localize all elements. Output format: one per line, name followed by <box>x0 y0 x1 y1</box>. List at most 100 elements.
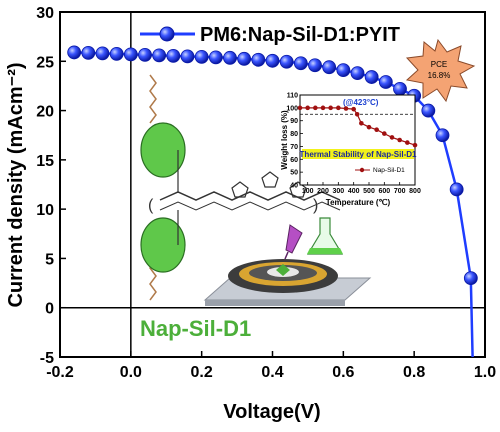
legend: PM6:Nap-Sil-D1:PYIT <box>140 24 400 46</box>
y-tick-label: 10 <box>36 202 54 219</box>
inset-banner: Thermal Stability of Nap-Sil-D1 <box>300 150 417 159</box>
data-point <box>251 52 266 67</box>
data-point <box>109 46 124 61</box>
inset-y-tick-label: 70 <box>290 144 298 151</box>
inset-y-tick-label: 90 <box>290 118 298 125</box>
data-point <box>393 81 407 96</box>
inset-data-point <box>397 137 402 143</box>
inset-legend-label: Nap-Sil-D1 <box>373 167 405 174</box>
inset-data-point <box>359 120 364 126</box>
inset-y-tick-label: 40 <box>290 183 298 190</box>
data-point <box>138 47 152 62</box>
data-point <box>378 75 393 89</box>
inset-data-point <box>351 106 356 112</box>
inset-y-tick-label: 80 <box>290 131 298 138</box>
inset-data-point <box>336 105 341 111</box>
data-point <box>223 50 237 65</box>
y-tick-label: -5 <box>40 350 54 367</box>
device-coating-illustration <box>203 217 372 306</box>
data-point <box>237 51 252 66</box>
molecule-structure-illustration: ) ( <box>140 74 341 301</box>
y-tick-label: 5 <box>45 251 54 268</box>
inset-banner-background <box>302 149 414 159</box>
jv-series <box>67 45 478 358</box>
inset-x-tick-label: 800 <box>409 188 421 195</box>
inset-y-tick-label: 100 <box>286 105 298 112</box>
y-tick-label: 25 <box>36 54 54 71</box>
inset-series <box>297 105 418 148</box>
inset-y-tick-label: 60 <box>290 157 298 164</box>
tga-inset-chart: 100 200 300 400 500 600 700 800 405060708090100… <box>280 93 421 208</box>
data-point <box>81 46 96 60</box>
green-side-unit-lower <box>140 217 186 273</box>
x-tick-label: 0.0 <box>120 364 142 381</box>
inset-data-point <box>297 105 303 111</box>
data-point <box>95 46 110 61</box>
inset-x-tick-label: 200 <box>317 188 329 195</box>
green-side-unit-upper <box>140 122 186 178</box>
data-point <box>350 66 365 81</box>
inset-data-point <box>343 106 349 111</box>
inset-data-point <box>313 105 318 111</box>
svg-text:): ) <box>313 197 318 214</box>
y-tick-label: 15 <box>36 153 54 170</box>
y-tick-label: 0 <box>45 301 54 318</box>
legend-label: PM6:Nap-Sil-D1:PYIT <box>200 24 400 46</box>
inset-data-point <box>374 127 379 133</box>
inset-data-point <box>412 142 418 148</box>
inset-x-tick-label: 700 <box>394 188 406 195</box>
inset-data-point <box>328 105 333 111</box>
x-tick-label: 1.0 <box>474 364 496 381</box>
data-point <box>421 103 436 118</box>
y-axis-ticks: -5 0 5 10 15 20 25 30 <box>36 5 66 367</box>
inset-x-tick-label: 100 <box>302 188 314 195</box>
data-point <box>435 128 450 143</box>
x-tick-label: 0.6 <box>332 364 354 381</box>
pce-badge-line2: 16.8% <box>428 71 451 80</box>
inset-y-axis-ticks: 40 50 60 70 80 90 100 110 <box>286 93 303 190</box>
inset-data-point <box>405 140 410 145</box>
data-point <box>308 58 322 73</box>
svg-text:(: ( <box>148 197 154 214</box>
data-point <box>293 56 308 71</box>
inset-data-point <box>382 131 387 136</box>
inset-data-point <box>389 135 395 140</box>
inset-y-tick-label: 50 <box>290 170 298 177</box>
inset-x-tick-label: 600 <box>378 188 390 195</box>
inset-y-axis-title: Weight loss (%) <box>280 110 289 170</box>
inset-data-point <box>305 105 310 111</box>
y-tick-label: 20 <box>36 104 54 121</box>
inset-x-axis-ticks: 100 200 300 400 500 600 700 800 <box>302 182 421 195</box>
inset-x-tick-label: 300 <box>332 188 344 195</box>
inset-x-tick-label: 500 <box>363 188 375 195</box>
inset-legend: Nap-Sil-D1 <box>355 167 405 174</box>
data-point <box>336 63 351 78</box>
x-tick-label: 0.8 <box>403 364 425 381</box>
x-axis-title: Voltage(V) <box>223 401 320 423</box>
legend-marker-sample <box>159 26 175 42</box>
data-point <box>265 53 280 68</box>
y-axis-title: Current density (mAcm⁻²) <box>5 62 27 307</box>
data-point <box>180 49 195 64</box>
data-point <box>152 48 167 63</box>
inset-data-point <box>366 124 372 130</box>
data-point <box>364 70 379 84</box>
x-axis-ticks: -0.2 0.0 0.2 0.4 0.6 0.8 1.0 <box>46 351 496 381</box>
data-point <box>67 45 82 60</box>
data-point <box>208 50 223 65</box>
y-tick-label: 30 <box>36 5 54 22</box>
x-tick-label: -0.2 <box>46 364 74 381</box>
molecule-label: Nap-Sil-D1 <box>140 316 251 341</box>
data-point <box>279 54 294 69</box>
inset-x-tick-label: 400 <box>348 188 360 195</box>
x-tick-label: 0.2 <box>191 364 213 381</box>
data-point <box>194 49 209 64</box>
x-tick-label: 0.4 <box>261 364 283 381</box>
data-point <box>449 182 464 197</box>
inset-data-point <box>320 105 326 111</box>
pce-badge-line1: PCE <box>431 60 447 69</box>
data-point <box>123 47 138 62</box>
inset-data-point <box>354 111 360 117</box>
data-point <box>463 271 478 286</box>
